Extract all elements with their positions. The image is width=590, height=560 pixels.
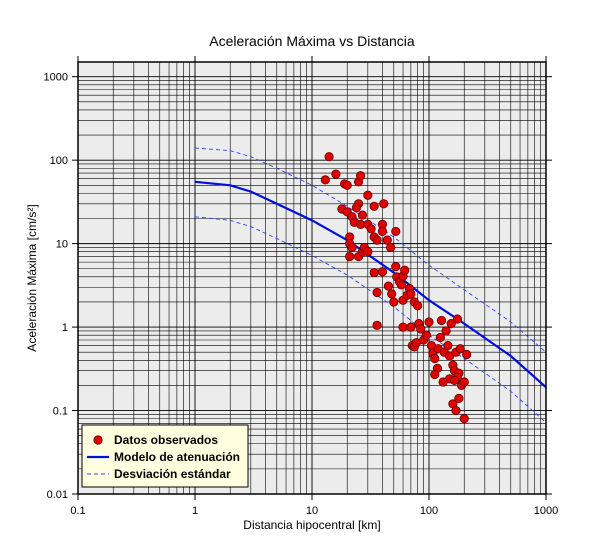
data-point xyxy=(443,340,453,351)
data-point xyxy=(459,377,469,387)
data-point xyxy=(369,201,379,211)
data-point xyxy=(391,226,401,237)
legend-label-observed: Datos observados xyxy=(114,433,218,447)
grid xyxy=(77,62,546,495)
data-point xyxy=(406,322,416,332)
data-point xyxy=(389,297,399,307)
data-point xyxy=(377,267,388,277)
y-tick-label: 0.1 xyxy=(53,406,68,418)
data-point xyxy=(416,324,426,334)
observed-points xyxy=(320,152,472,424)
data-point xyxy=(320,175,330,185)
data-point xyxy=(363,190,373,200)
data-point xyxy=(372,287,382,298)
std-upper-line xyxy=(194,147,547,353)
data-point xyxy=(398,322,408,332)
data-point xyxy=(441,326,451,336)
data-point xyxy=(391,262,401,272)
x-axis-label: Distancia hipocentral [km] xyxy=(243,518,380,532)
y-tick-label: 0.01 xyxy=(47,489,68,501)
data-point xyxy=(363,247,373,257)
data-point xyxy=(379,199,389,209)
data-point xyxy=(383,281,394,291)
data-point xyxy=(324,152,334,162)
x-tick-label: 1 xyxy=(192,505,198,517)
x-tick-label: 0.1 xyxy=(70,505,85,517)
y-tick-label: 100 xyxy=(50,155,68,167)
data-point xyxy=(331,169,341,179)
y-tick-label: 1 xyxy=(62,322,68,334)
data-point xyxy=(396,280,406,290)
data-point xyxy=(449,375,460,385)
data-point xyxy=(342,180,352,190)
data-point xyxy=(454,393,464,403)
data-point xyxy=(345,251,355,262)
axis-ticks xyxy=(72,56,552,500)
data-point xyxy=(421,330,431,340)
data-point xyxy=(372,235,382,245)
data-point xyxy=(424,317,434,327)
legend-marker-observed xyxy=(93,435,103,445)
data-point xyxy=(366,224,376,234)
y-tick-label: 1000 xyxy=(44,72,68,84)
x-tick-label: 1000 xyxy=(534,505,558,517)
y-tick-label: 10 xyxy=(56,239,68,251)
data-point xyxy=(452,314,463,324)
data-point xyxy=(357,210,368,220)
data-point xyxy=(436,315,447,326)
legend-box xyxy=(81,424,249,488)
legend-label-std: Desviación estándar xyxy=(114,467,231,481)
data-point xyxy=(438,377,448,387)
data-point xyxy=(369,267,379,278)
std-lower-line xyxy=(194,216,547,423)
data-point xyxy=(430,369,440,380)
data-point xyxy=(462,349,472,360)
data-point xyxy=(377,226,388,237)
data-point xyxy=(347,242,357,253)
data-point xyxy=(372,320,382,330)
chart-title: Aceleración Máxima vs Distancia xyxy=(209,33,415,49)
x-tick-label: 10 xyxy=(306,505,318,517)
data-point xyxy=(459,414,469,424)
x-tick-label: 100 xyxy=(420,505,438,517)
data-point xyxy=(386,242,396,253)
data-point xyxy=(455,344,465,354)
legend: Datos observados Modelo de atenuación Desv… xyxy=(81,424,249,488)
data-point xyxy=(406,289,416,299)
data-point xyxy=(387,289,397,299)
x-tick-labels: 0.1 1 10 100 1000 xyxy=(70,505,558,517)
y-axis-label: Aceleración Máxima [cm/s²] xyxy=(25,204,39,351)
legend-label-model: Modelo de atenuación xyxy=(114,450,240,464)
data-point xyxy=(435,332,445,343)
data-point xyxy=(400,265,410,275)
data-point xyxy=(351,203,362,213)
data-point xyxy=(446,319,456,329)
data-point xyxy=(430,353,440,364)
std-deviation-lines xyxy=(194,147,547,423)
data-point xyxy=(413,301,423,311)
data-point xyxy=(355,171,366,181)
y-tick-labels: 0.01 0.1 1 10 100 1000 xyxy=(44,72,68,501)
data-point xyxy=(451,405,461,416)
